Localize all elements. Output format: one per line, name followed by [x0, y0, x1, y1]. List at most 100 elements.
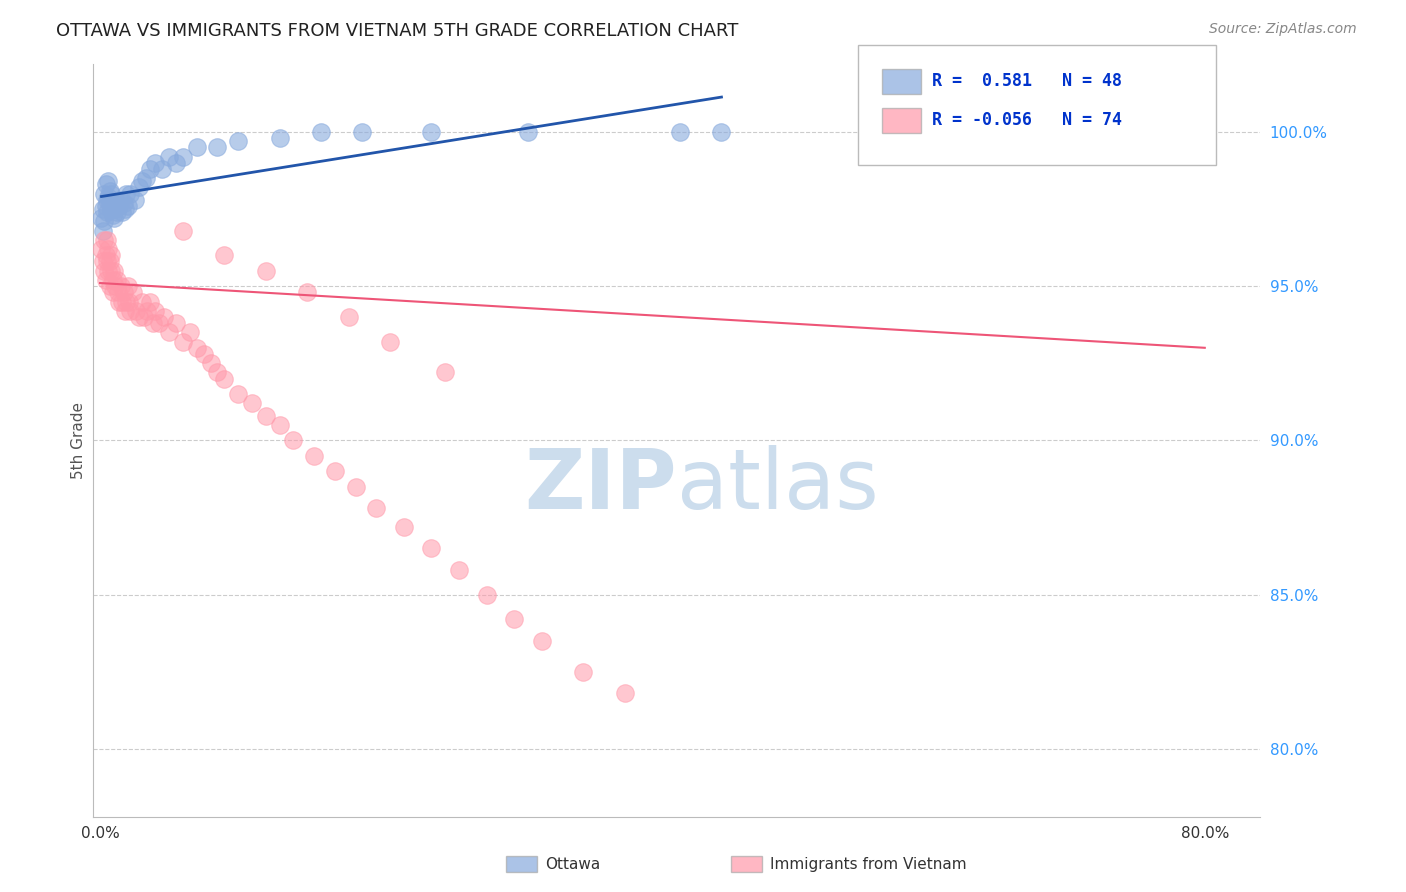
Point: [139, 294, 162, 309]
Point: [118, 294, 141, 309]
Point: [93, 263, 115, 277]
Point: [117, 279, 139, 293]
Point: [124, 193, 146, 207]
Point: [91, 202, 114, 216]
Point: [337, 310, 360, 324]
Point: [94, 199, 117, 213]
Point: [269, 131, 291, 145]
Point: [128, 310, 150, 324]
Point: [142, 316, 165, 330]
Point: [193, 347, 215, 361]
Point: [94, 273, 117, 287]
Point: [111, 294, 134, 309]
Point: [120, 186, 142, 201]
Point: [366, 501, 388, 516]
Point: [115, 186, 138, 201]
Point: [172, 150, 194, 164]
Point: [157, 326, 180, 340]
Point: [200, 356, 222, 370]
Text: R = -0.056   N = 74: R = -0.056 N = 74: [932, 112, 1122, 129]
Point: [165, 155, 187, 169]
Point: [94, 248, 117, 262]
Point: [172, 334, 194, 349]
Point: [323, 464, 346, 478]
Point: [475, 588, 498, 602]
Point: [96, 205, 118, 219]
Point: [143, 303, 166, 318]
Point: [97, 189, 120, 203]
Point: [186, 341, 208, 355]
Point: [98, 279, 121, 293]
Point: [139, 161, 162, 176]
Text: R =  0.581   N = 48: R = 0.581 N = 48: [932, 72, 1122, 90]
Point: [97, 174, 120, 188]
Point: [110, 193, 132, 207]
Point: [98, 184, 121, 198]
Text: ZIP: ZIP: [524, 445, 676, 526]
Point: [283, 434, 305, 448]
Point: [114, 202, 136, 216]
Point: [207, 366, 229, 380]
Point: [135, 171, 157, 186]
Point: [269, 417, 291, 432]
Point: [131, 174, 153, 188]
Point: [93, 186, 115, 201]
Text: OTTAWA VS IMMIGRANTS FROM VIETNAM 5TH GRADE CORRELATION CHART: OTTAWA VS IMMIGRANTS FROM VIETNAM 5TH GR…: [56, 22, 738, 40]
Point: [103, 211, 125, 226]
Point: [101, 208, 124, 222]
Point: [179, 326, 201, 340]
Point: [710, 125, 733, 139]
Point: [378, 334, 401, 349]
Point: [207, 140, 229, 154]
Point: [93, 233, 115, 247]
Point: [1194, 125, 1216, 139]
Point: [125, 303, 148, 318]
Point: [105, 273, 128, 287]
Point: [186, 140, 208, 154]
Point: [309, 125, 332, 139]
Point: [352, 125, 374, 139]
Point: [110, 279, 132, 293]
Point: [214, 248, 236, 262]
Point: [112, 285, 135, 300]
Point: [302, 449, 325, 463]
Point: [96, 193, 118, 207]
Point: [96, 254, 118, 268]
Point: [131, 294, 153, 309]
Point: [226, 387, 249, 401]
Point: [107, 285, 129, 300]
Point: [434, 366, 457, 380]
Point: [97, 263, 120, 277]
Y-axis label: 5th Grade: 5th Grade: [72, 401, 86, 479]
Point: [101, 273, 124, 287]
Text: Source: ZipAtlas.com: Source: ZipAtlas.com: [1209, 22, 1357, 37]
Point: [128, 180, 150, 194]
Point: [240, 396, 263, 410]
Point: [572, 665, 595, 679]
Point: [108, 199, 131, 213]
Point: [157, 150, 180, 164]
Point: [117, 199, 139, 213]
Point: [254, 409, 277, 423]
Point: [108, 294, 131, 309]
Point: [530, 633, 553, 648]
Point: [420, 541, 443, 556]
Point: [93, 214, 115, 228]
Point: [114, 303, 136, 318]
Point: [111, 205, 134, 219]
Text: atlas: atlas: [676, 445, 879, 526]
Point: [91, 254, 114, 268]
Point: [226, 134, 249, 148]
Text: Immigrants from Vietnam: Immigrants from Vietnam: [770, 857, 967, 871]
Point: [344, 480, 367, 494]
Point: [392, 519, 415, 533]
Point: [669, 125, 692, 139]
Point: [143, 155, 166, 169]
Point: [100, 186, 122, 201]
Point: [100, 202, 122, 216]
Point: [104, 279, 127, 293]
Point: [122, 285, 145, 300]
Point: [172, 224, 194, 238]
Point: [98, 195, 121, 210]
Point: [112, 195, 135, 210]
